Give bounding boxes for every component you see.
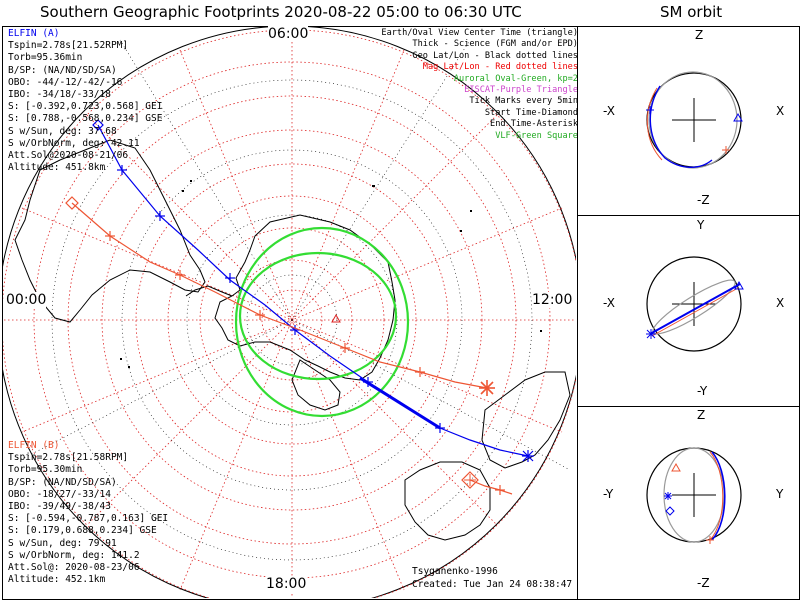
clock-label-right: 12:00 xyxy=(532,292,573,308)
legend-item: Auroral Oval-Green, kp=2 xyxy=(453,73,578,84)
orbit-title: SM orbit xyxy=(660,3,723,21)
orbit-yz-left-label: -Y xyxy=(603,487,614,501)
track-elfin-a xyxy=(97,124,529,457)
clock-label-left: 00:00 xyxy=(6,292,47,308)
elfin-b-line: S: [0.179,0.688,0.234] GSE xyxy=(8,525,157,537)
elfin-a-line: B/SP: (NA/ND/SD/SA) xyxy=(8,64,117,76)
orbit-xz-top-label: Z xyxy=(695,28,704,42)
elfin-b-line: S w/Sun, deg: 79.91 xyxy=(8,537,117,549)
orbit-xy-bottom-label: -Y xyxy=(697,384,708,398)
orbit-plot-xy xyxy=(646,256,744,352)
legend-item: Mag Lat/Lon - Red dotted lines xyxy=(422,62,578,73)
orbit-panel-xy xyxy=(577,215,800,407)
orbit-xz-right-label: X xyxy=(776,104,785,118)
orbit-yz-top-label: Z xyxy=(697,408,706,422)
southwest-coast xyxy=(404,461,491,541)
page-title: Southern Geographic Footprints 2020-08-2… xyxy=(40,3,522,21)
legend: Earth/Oval View Center Time (triangle) T… xyxy=(381,28,578,142)
elfin-b-line: S: [-0.594,-0.787,0.163] GEI xyxy=(8,513,169,525)
created-timestamp: Created: Tue Jan 24 08:38:47 2023 xyxy=(412,579,601,590)
track-elfin-b-south xyxy=(469,479,513,495)
elfin-b-line: Altitude: 452.1km xyxy=(8,574,106,586)
elfin-a-line: S: [-0.392,0.723,0.568] GEI xyxy=(8,101,163,113)
orbit-xz-bottom-label: -Z xyxy=(697,193,710,207)
africa-coast xyxy=(291,359,341,411)
legend-item: VLF-Green Square xyxy=(495,130,578,141)
elfin-b-line: OBO: -18/27/-33/14 xyxy=(8,488,111,500)
auroral-oval-outer xyxy=(234,226,410,418)
elfin-a-line: Altitude: 451.8km xyxy=(8,162,106,174)
legend-item: Tick Marks every 5min xyxy=(469,96,578,107)
elfin-a-line: Att.Sol@2020-08-21/06 xyxy=(8,150,129,162)
orbit-xy-right-label: X xyxy=(776,296,785,310)
track-elfin-a-science xyxy=(359,376,441,430)
elfin-a-line: IBO: -34/18/-33/18 xyxy=(8,89,111,101)
view-center-triangle xyxy=(331,313,341,323)
legend-item: Thick - Science (FGM and/or EPD) xyxy=(412,39,578,50)
legend-item: Earth/Oval View Center Time (triangle) xyxy=(381,28,578,38)
elfin-a-info: ELFIN (A) Tspin=2.78s[21.52RPM] Torb=95.… xyxy=(8,28,162,174)
orbit-xz-left-label: -X xyxy=(603,104,615,118)
map-panel xyxy=(2,26,578,600)
elfin-a-line: Torb=95.36min xyxy=(8,52,83,64)
track-elfin-b xyxy=(71,202,488,389)
legend-item: Geo Lat/Lon - Black dotted lines xyxy=(412,50,578,61)
orbit-plot-yz xyxy=(646,447,742,544)
australia-coast xyxy=(481,371,571,469)
elfin-a-line: S w/OrbNorm, deg: 42.11 xyxy=(8,137,140,149)
legend-item: Start Time-Diamond xyxy=(484,107,578,118)
auroral-oval-inner xyxy=(238,251,398,381)
elfin-b-line: S w/OrbNorm, deg: 141.2 xyxy=(8,549,140,561)
orbit-panel-xz xyxy=(577,26,800,216)
orbit-xy-left-label: -X xyxy=(603,296,615,310)
elfin-a-line: S w/Sun, deg: 37.68 xyxy=(8,125,117,137)
elfin-b-line: Torb=95.30min xyxy=(8,464,83,476)
elfin-a-line: S: [0.788,-0.568,0.234] GSE xyxy=(8,113,163,125)
orbit-yz-right-label: Y xyxy=(776,487,784,501)
elfin-b-name: ELFIN (B) xyxy=(8,440,60,451)
clock-label-bottom: 18:00 xyxy=(266,576,307,592)
clock-label-top: 06:00 xyxy=(268,26,309,42)
track-elfin-b-ticks xyxy=(105,231,505,495)
orbit-plot-xz xyxy=(646,71,743,169)
track-elfin-b-start-diamond xyxy=(65,196,79,210)
track-elfin-a-ticks xyxy=(117,165,445,433)
orbit-panel-yz xyxy=(577,406,800,600)
elfin-a-name: ELFIN (A) xyxy=(8,28,60,39)
elfin-b-line: IBO: -39/49/-38/43 xyxy=(8,501,111,513)
track-elfin-b-diamond-south xyxy=(461,471,479,489)
elfin-a-line: Tspin=2.78s[21.52RPM] xyxy=(8,40,129,52)
elfin-b-line: B/SP: (NA/ND/SD/SA) xyxy=(8,476,117,488)
legend-item: End Time-Asterisk xyxy=(490,119,578,130)
peninsula-coast xyxy=(185,285,233,297)
orbit-xy-top-label: Y xyxy=(697,218,705,232)
model-credit: Tsyganenko-1996 xyxy=(412,566,498,577)
track-elfin-a-end-asterisk xyxy=(522,450,534,462)
elfin-a-line: OBO: -44/-12/-42/-16 xyxy=(8,76,123,88)
orbit-yz-bottom-label: -Z xyxy=(697,576,710,590)
legend-item: EISCAT-Purple Triangle xyxy=(464,85,578,96)
track-elfin-b-end-asterisk xyxy=(479,380,495,396)
elfin-b-info: ELFIN (B) Tspin=2.78s[21.58RPM] Torb=95.… xyxy=(8,440,168,586)
track-elfin-a-start-diamond xyxy=(92,119,104,131)
islands xyxy=(120,180,542,368)
south-america-coast xyxy=(14,139,206,323)
elfin-b-line: Att.Sol@: 2020-08-23/06 xyxy=(8,562,140,574)
elfin-b-line: Tspin=2.78s[21.58RPM] xyxy=(8,452,129,464)
